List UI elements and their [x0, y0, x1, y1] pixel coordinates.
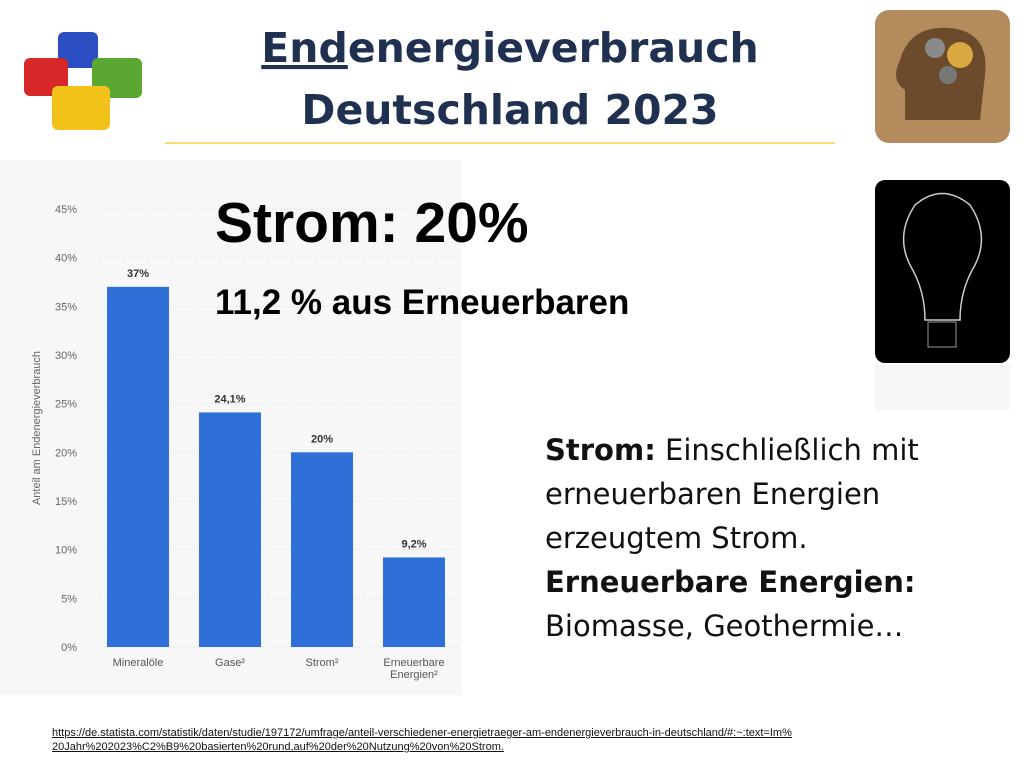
- y-tick-label: 45%: [55, 204, 77, 216]
- y-tick-label: 25%: [55, 399, 77, 411]
- y-tick-label: 30%: [55, 350, 77, 362]
- x-tick-label-box: Gase²: [215, 657, 245, 669]
- chart: 0% 5% 10% 15% 20% 25% 30% 35% 40% 45% Anteil am En…: [31, 204, 460, 681]
- y-tick-label: 5%: [61, 593, 77, 605]
- subline: 11,2 % aus Erneuerbaren: [215, 283, 629, 322]
- x-tick-label: Strom²: [305, 657, 339, 669]
- value-label: 37%: [127, 268, 149, 280]
- puzzle-icon: [24, 32, 142, 130]
- slide-title-line2: Deutschland 2023: [301, 86, 718, 134]
- title-underlined: End: [261, 24, 348, 72]
- headline: Strom: 20%: [215, 191, 529, 255]
- bulb-icon: [875, 180, 1010, 410]
- x-tick-label-box: Erneuerbare Energien²: [383, 657, 445, 681]
- note-term: Strom:: [545, 433, 656, 467]
- x-tick-label: Erneuerbare Energien²: [383, 657, 445, 681]
- y-tick-label: 15%: [55, 496, 77, 508]
- value-label: 9,2%: [401, 538, 426, 550]
- title-rest: energieverbrauch: [348, 24, 759, 72]
- bar: [107, 286, 169, 647]
- y-tick-label: 20%: [55, 447, 77, 459]
- x-tick-label-box: Mineralöle: [112, 657, 164, 669]
- note-term: Erneuerbare Energien:: [545, 565, 916, 599]
- value-label: 24,1%: [214, 393, 245, 405]
- x-tick-label-box: Strom²: [305, 657, 339, 669]
- y-axis-label: Anteil am Endenergieverbrauch: [31, 351, 43, 505]
- source-link[interactable]: https://de.statista.com/statistik/daten/…: [52, 727, 792, 753]
- note-text: Biomasse, Geothermie…: [545, 609, 904, 643]
- y-tick-label: 0%: [61, 642, 77, 654]
- notes: Strom: Einschließlich mit erneuerbaren E…: [545, 428, 1005, 648]
- bar: [199, 412, 261, 647]
- bar: [383, 557, 445, 647]
- note-text: Einschließlich mit erneuerbaren Energien…: [545, 433, 919, 555]
- y-tick-label: 35%: [55, 301, 77, 313]
- y-tick-label: 10%: [55, 545, 77, 557]
- head-icon: [875, 10, 1010, 143]
- y-tick-label: 40%: [55, 253, 77, 265]
- x-tick-label: Mineralöle: [112, 657, 164, 669]
- bar: [291, 452, 353, 647]
- x-tick-label: Gase²: [215, 657, 245, 669]
- slide-title: Endenergieverbrauch: [261, 24, 758, 72]
- value-label: 20%: [311, 433, 333, 445]
